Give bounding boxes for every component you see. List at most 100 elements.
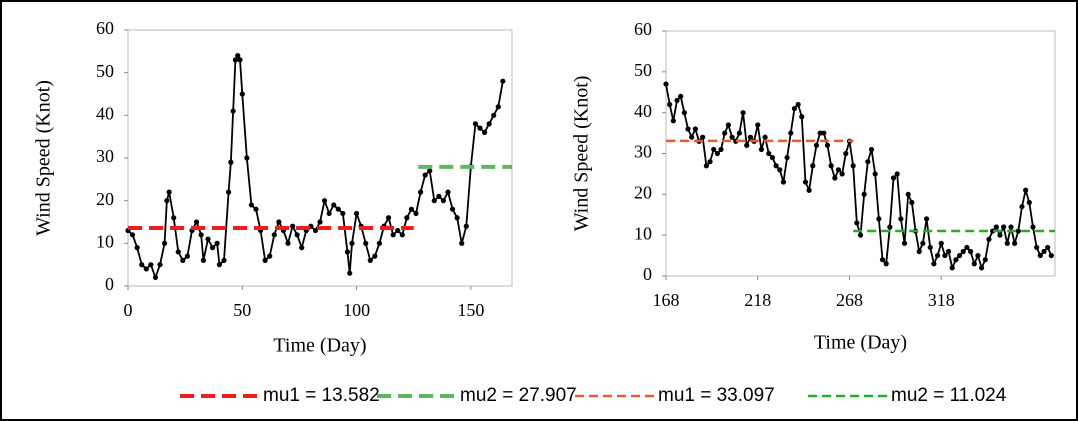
data-point xyxy=(413,210,419,217)
data-point xyxy=(1015,228,1021,234)
data-point xyxy=(920,240,926,246)
data-point xyxy=(134,245,140,251)
data-point xyxy=(1004,240,1010,246)
data-point xyxy=(931,261,937,267)
data-point xyxy=(209,245,216,251)
data-point xyxy=(312,227,319,234)
data-point xyxy=(184,253,191,259)
data-point xyxy=(810,163,816,169)
data-point xyxy=(205,236,211,242)
data-point xyxy=(353,210,360,217)
data-point xyxy=(367,257,373,263)
data-point xyxy=(681,110,687,116)
data-point xyxy=(725,122,731,128)
data-point xyxy=(828,163,834,169)
data-point xyxy=(722,130,728,136)
y-tick-label: 30 xyxy=(634,142,652,162)
data-point xyxy=(956,252,963,259)
data-point xyxy=(331,202,337,208)
data-point xyxy=(678,93,684,99)
data-point xyxy=(857,232,864,238)
data-point xyxy=(129,232,136,238)
data-point xyxy=(799,114,805,120)
data-point xyxy=(228,159,234,165)
data-point xyxy=(143,266,149,272)
x-tick-label: 268 xyxy=(836,290,863,310)
data-point xyxy=(157,262,163,268)
data-point xyxy=(1012,240,1018,246)
data-point xyxy=(986,236,992,242)
data-point xyxy=(1034,244,1040,251)
data-point xyxy=(766,150,772,157)
data-point xyxy=(934,252,941,259)
data-point xyxy=(894,171,900,177)
data-point xyxy=(248,202,255,208)
data-point xyxy=(244,155,250,161)
data-line xyxy=(665,83,1053,271)
data-point xyxy=(843,150,849,157)
data-point xyxy=(942,252,948,259)
data-point xyxy=(299,245,305,251)
data-point xyxy=(445,189,451,195)
data-point xyxy=(180,257,186,263)
y-tick-label: 0 xyxy=(105,274,114,294)
data-point xyxy=(349,240,355,246)
data-point xyxy=(901,240,908,246)
legend-label: mu1 = 13.582 xyxy=(263,385,380,406)
data-point xyxy=(472,121,479,127)
data-point xyxy=(193,219,200,225)
data-point xyxy=(417,189,424,195)
data-point xyxy=(788,130,794,136)
y-tick-label: 40 xyxy=(634,101,652,121)
data-point xyxy=(436,193,442,199)
data-point xyxy=(1001,224,1007,230)
data-point xyxy=(964,244,970,251)
y-tick-label: 20 xyxy=(634,182,652,202)
x-axis-label: Time (Day) xyxy=(273,335,366,357)
data-point xyxy=(1048,252,1054,259)
data-point xyxy=(861,191,867,197)
data-point xyxy=(363,240,369,246)
data-point xyxy=(294,232,300,238)
data-point xyxy=(887,224,893,230)
y-tick-label: 20 xyxy=(96,189,114,209)
data-point xyxy=(276,219,282,225)
data-point xyxy=(711,146,717,153)
data-point xyxy=(824,142,831,148)
data-point xyxy=(175,249,181,255)
data-point xyxy=(718,146,724,153)
data-point xyxy=(237,57,243,63)
data-point xyxy=(500,78,506,84)
data-point xyxy=(685,126,691,132)
data-point xyxy=(868,146,875,153)
data-point xyxy=(486,121,492,127)
data-point xyxy=(481,129,488,135)
data-point xyxy=(200,257,207,263)
x-tick-label: 50 xyxy=(233,300,251,320)
data-point xyxy=(477,125,483,131)
data-point xyxy=(267,253,273,259)
data-point xyxy=(777,167,783,173)
x-tick-label: 150 xyxy=(457,300,484,320)
data-point xyxy=(148,262,154,268)
data-point xyxy=(865,159,871,165)
data-point xyxy=(1037,252,1043,259)
y-tick-label: 40 xyxy=(96,103,114,123)
data-point xyxy=(784,154,790,161)
data-point xyxy=(161,240,168,246)
data-point xyxy=(317,219,323,225)
data-point xyxy=(872,171,878,177)
data-point xyxy=(221,257,227,263)
legend-label: mu2 = 11.024 xyxy=(891,385,1007,406)
legend-label: mu1 = 33.097 xyxy=(658,385,775,406)
data-point xyxy=(1026,199,1032,206)
data-point xyxy=(344,249,351,255)
data-point xyxy=(960,248,966,255)
data-point xyxy=(235,53,241,59)
data-point xyxy=(253,206,259,212)
data-point xyxy=(491,112,497,118)
data-point xyxy=(667,101,673,108)
data-point xyxy=(707,159,713,165)
